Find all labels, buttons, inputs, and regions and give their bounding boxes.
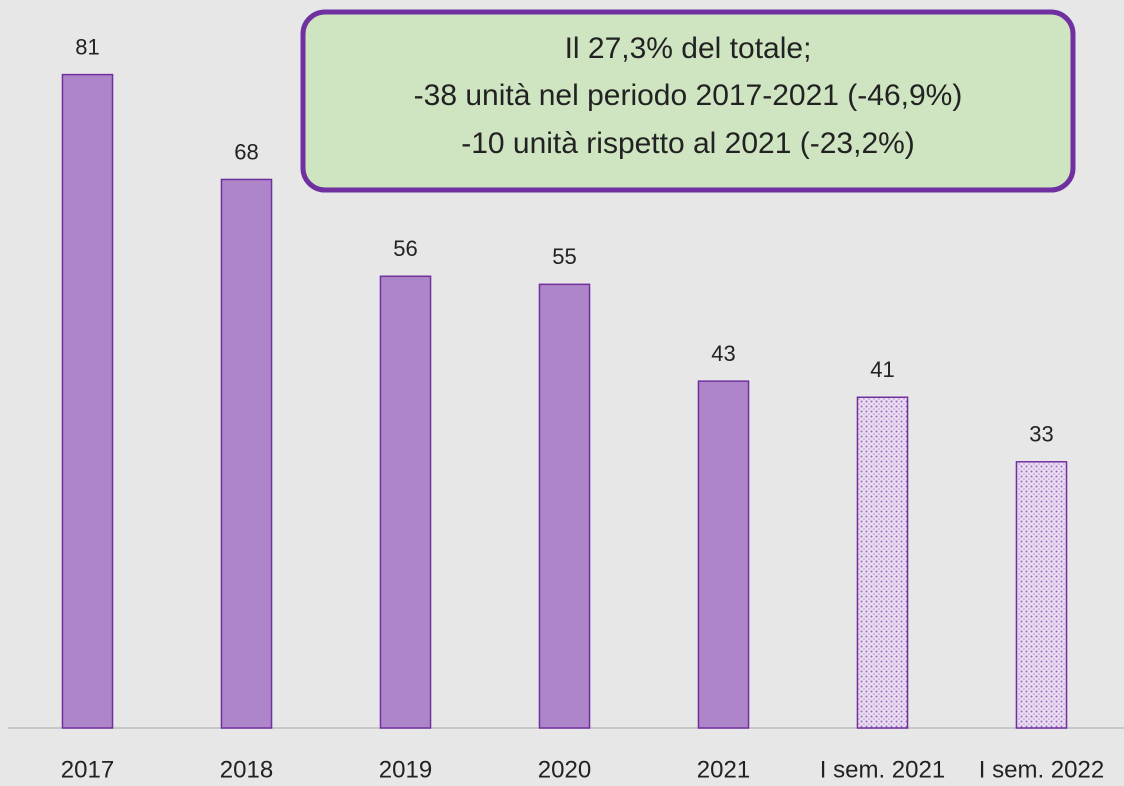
annotation-line: -10 unità rispetto al 2021 (-23,2%) bbox=[461, 127, 915, 160]
value-label: 56 bbox=[393, 236, 417, 261]
x-tick-label: 2018 bbox=[220, 756, 273, 783]
value-label: 81 bbox=[75, 34, 99, 59]
bar bbox=[538, 283, 591, 729]
x-tick-label: 2020 bbox=[538, 756, 591, 783]
value-label: 33 bbox=[1029, 422, 1053, 447]
value-label: 43 bbox=[711, 341, 735, 366]
bar bbox=[697, 380, 750, 729]
annotation-line: -38 unità nel periodo 2017-2021 (-46,9%) bbox=[414, 79, 963, 112]
bar bbox=[856, 396, 909, 729]
value-label: 55 bbox=[552, 244, 576, 269]
bar bbox=[1015, 461, 1068, 729]
bars: 2017 81 2018 68 2019 56 2020 55 2021 43 I sem. 202… bbox=[61, 34, 1104, 783]
bar bbox=[220, 178, 273, 729]
x-tick-label: 2019 bbox=[379, 756, 432, 783]
x-tick-label: 2021 bbox=[697, 756, 750, 783]
x-tick-label: I sem. 2022 bbox=[979, 756, 1104, 783]
x-tick-label: I sem. 2021 bbox=[820, 756, 945, 783]
bar bbox=[61, 73, 114, 729]
x-tick-label: 2017 bbox=[61, 756, 114, 783]
annotation-box bbox=[300, 9, 1076, 193]
bar bbox=[379, 275, 432, 729]
value-label: 68 bbox=[234, 139, 258, 164]
annotation-line: Il 27,3% del totale; bbox=[565, 32, 812, 65]
value-label: 41 bbox=[870, 357, 894, 382]
